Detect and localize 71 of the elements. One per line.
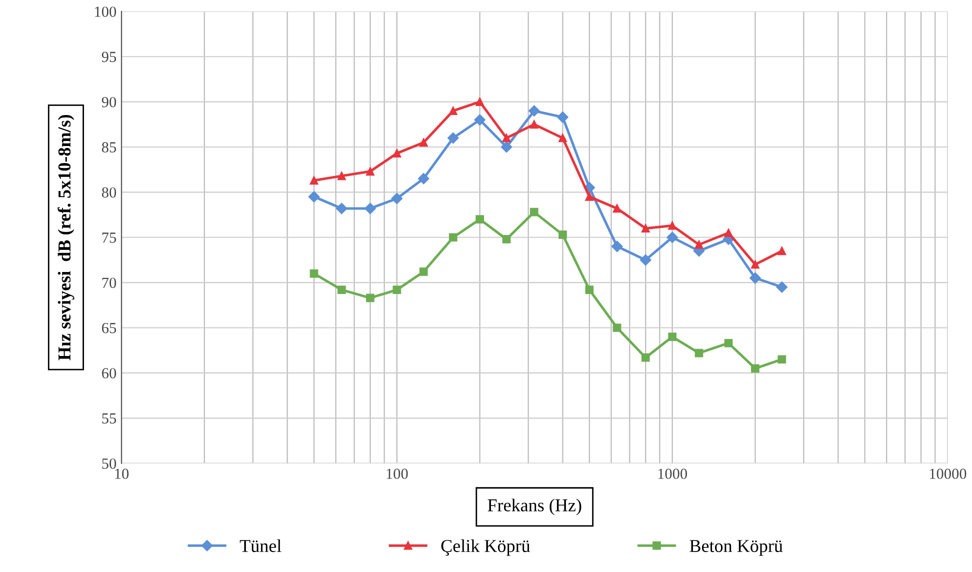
point bbox=[640, 254, 652, 266]
point bbox=[612, 204, 622, 213]
x-tick-label: 1000 bbox=[658, 468, 687, 479]
point bbox=[448, 106, 458, 116]
point bbox=[419, 268, 428, 276]
legend-label: Çelik Köprü bbox=[441, 539, 530, 556]
point bbox=[724, 338, 733, 348]
point bbox=[528, 105, 540, 116]
point bbox=[476, 98, 484, 106]
y-tick-label: 55 bbox=[102, 413, 116, 424]
x-tick-label: 100 bbox=[386, 468, 408, 479]
point bbox=[366, 294, 374, 302]
y-tick-label: 85 bbox=[102, 142, 116, 152]
point bbox=[751, 260, 760, 269]
point bbox=[778, 246, 786, 256]
point bbox=[392, 149, 402, 158]
point bbox=[585, 192, 594, 201]
legend-label: Tünel bbox=[240, 539, 282, 552]
point bbox=[668, 332, 676, 341]
point bbox=[392, 286, 402, 294]
point bbox=[337, 172, 346, 180]
x-tick-label: 10000 bbox=[930, 468, 966, 479]
point bbox=[666, 232, 678, 243]
point bbox=[724, 228, 733, 238]
point bbox=[612, 324, 622, 332]
point bbox=[500, 141, 512, 153]
y-tick-label: 50 bbox=[102, 458, 116, 469]
y-tick-label: 80 bbox=[102, 187, 116, 198]
point bbox=[585, 286, 594, 294]
point bbox=[310, 269, 318, 278]
point bbox=[336, 202, 348, 214]
point bbox=[530, 120, 538, 129]
point bbox=[308, 191, 320, 202]
point bbox=[641, 224, 650, 233]
point bbox=[476, 215, 484, 224]
legend-label: Beton Köprü bbox=[690, 540, 783, 556]
point bbox=[310, 176, 318, 185]
point bbox=[611, 240, 623, 252]
point bbox=[474, 114, 486, 126]
point bbox=[337, 286, 346, 294]
point bbox=[557, 112, 568, 123]
point bbox=[448, 132, 459, 144]
point bbox=[694, 240, 704, 249]
point bbox=[448, 233, 458, 242]
y-tick-label: 90 bbox=[102, 96, 116, 108]
y-tick-label: 95 bbox=[102, 52, 116, 62]
y-axis-title: Hız seviyesi dB (ref. 5x10-8m/s) bbox=[58, 114, 74, 360]
x-axis-title: Frekans (Hz) bbox=[488, 498, 582, 516]
point bbox=[418, 173, 430, 184]
y-tick-label: 100 bbox=[95, 6, 116, 17]
point bbox=[668, 221, 676, 230]
point bbox=[558, 230, 567, 239]
y-tick-label: 70 bbox=[102, 278, 116, 288]
point bbox=[502, 235, 511, 244]
point bbox=[530, 208, 538, 216]
point bbox=[391, 192, 403, 204]
point bbox=[366, 167, 374, 176]
point bbox=[641, 353, 650, 362]
y-tick-label: 75 bbox=[102, 232, 116, 243]
y-tick-label: 60 bbox=[102, 368, 116, 378]
x-tick-label: 10 bbox=[115, 468, 129, 479]
y-tick-label: 65 bbox=[102, 322, 116, 334]
point bbox=[778, 355, 786, 364]
point bbox=[694, 348, 704, 358]
point bbox=[750, 272, 761, 284]
point bbox=[751, 364, 760, 373]
point bbox=[419, 138, 428, 147]
point bbox=[776, 281, 788, 293]
point bbox=[558, 134, 567, 142]
point bbox=[364, 202, 376, 214]
point bbox=[502, 134, 511, 142]
